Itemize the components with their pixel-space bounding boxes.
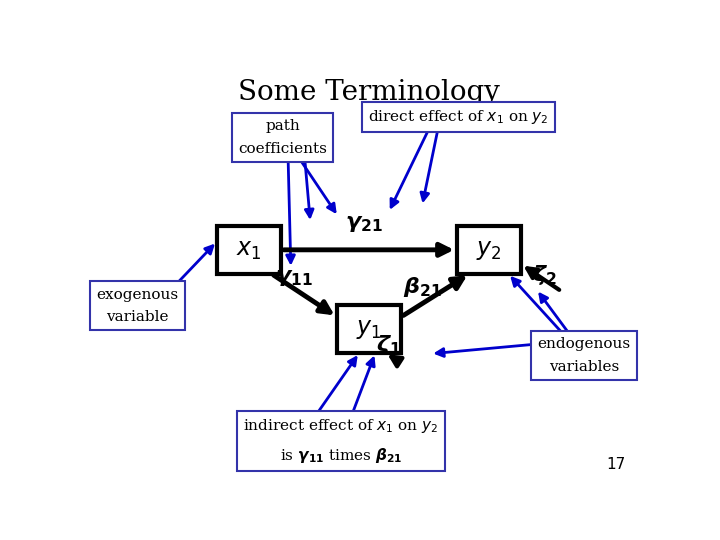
Text: $\mathit{x}_1$: $\mathit{x}_1$ xyxy=(236,238,262,262)
Text: $\boldsymbol{\zeta}_{\mathbf{1}}$: $\boldsymbol{\zeta}_{\mathbf{1}}$ xyxy=(376,334,401,357)
Text: $\boldsymbol{\zeta}_{\mathbf{2}}$: $\boldsymbol{\zeta}_{\mathbf{2}}$ xyxy=(532,263,557,287)
Text: $\boldsymbol{\gamma}_{\mathbf{11}}$: $\boldsymbol{\gamma}_{\mathbf{11}}$ xyxy=(275,266,312,288)
Text: exogenous
variable: exogenous variable xyxy=(96,288,179,325)
Text: $\boldsymbol{\beta}_{\mathbf{21}}$: $\boldsymbol{\beta}_{\mathbf{21}}$ xyxy=(402,275,441,299)
Bar xyxy=(457,226,521,274)
Text: $\boldsymbol{\gamma}_{\mathbf{21}}$: $\boldsymbol{\gamma}_{\mathbf{21}}$ xyxy=(344,212,382,234)
Text: endogenous
variables: endogenous variables xyxy=(537,338,631,374)
Text: 17: 17 xyxy=(606,457,626,472)
Text: path
coefficients: path coefficients xyxy=(238,119,327,156)
Text: Some Terminology: Some Terminology xyxy=(238,79,500,106)
Text: indirect effect of $\mathit{x}_1$ on $\mathit{y}_2$
is $\boldsymbol{\gamma}_{\ma: indirect effect of $\mathit{x}_1$ on $\m… xyxy=(243,417,438,465)
Bar xyxy=(337,305,401,353)
Bar xyxy=(217,226,281,274)
Text: direct effect of $\mathit{x}_1$ on $\mathit{y}_2$: direct effect of $\mathit{x}_1$ on $\mat… xyxy=(368,108,549,126)
Text: $\mathit{y}_1$: $\mathit{y}_1$ xyxy=(356,317,382,341)
Text: $\mathit{y}_2$: $\mathit{y}_2$ xyxy=(476,238,502,262)
